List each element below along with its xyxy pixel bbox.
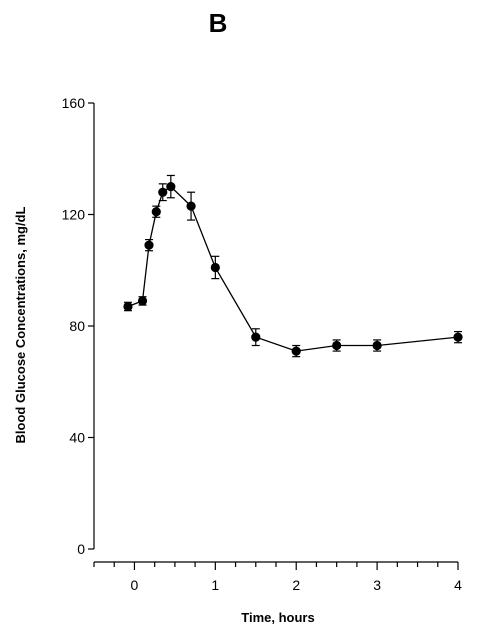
data-point [372, 340, 382, 351]
y-tick-label: 80 [69, 318, 85, 334]
x-tick-label: 0 [131, 577, 139, 593]
data-point [123, 301, 133, 312]
x-axis-label: Time, hours [241, 610, 314, 625]
y-tick-label: 40 [69, 430, 85, 446]
data-point [166, 182, 176, 192]
y-tick-label: 0 [77, 541, 85, 557]
y-axis-label: Blood Glucose Concentrations, mg/dL [13, 206, 28, 443]
series-line [127, 185, 459, 352]
data-point [453, 332, 463, 342]
x-tick-label: 1 [211, 577, 219, 593]
data-point [251, 332, 261, 342]
data-point [210, 262, 220, 273]
data-point [137, 296, 148, 306]
data-point [291, 346, 301, 356]
x-tick-label: 2 [292, 577, 300, 593]
x-tick-label: 3 [373, 577, 381, 593]
y-tick-label: 160 [62, 95, 86, 111]
axes: 0 40 80 120 160 0 1 2 3 4 [62, 95, 462, 593]
data-point [144, 240, 154, 250]
data-point [186, 201, 196, 211]
panel-letter: B [209, 8, 228, 38]
series-group [123, 174, 463, 358]
data-point [151, 207, 161, 217]
x-tick-label: 4 [454, 577, 462, 593]
y-tick-label: 120 [62, 207, 86, 223]
data-point [332, 340, 342, 351]
data-point [158, 187, 168, 197]
